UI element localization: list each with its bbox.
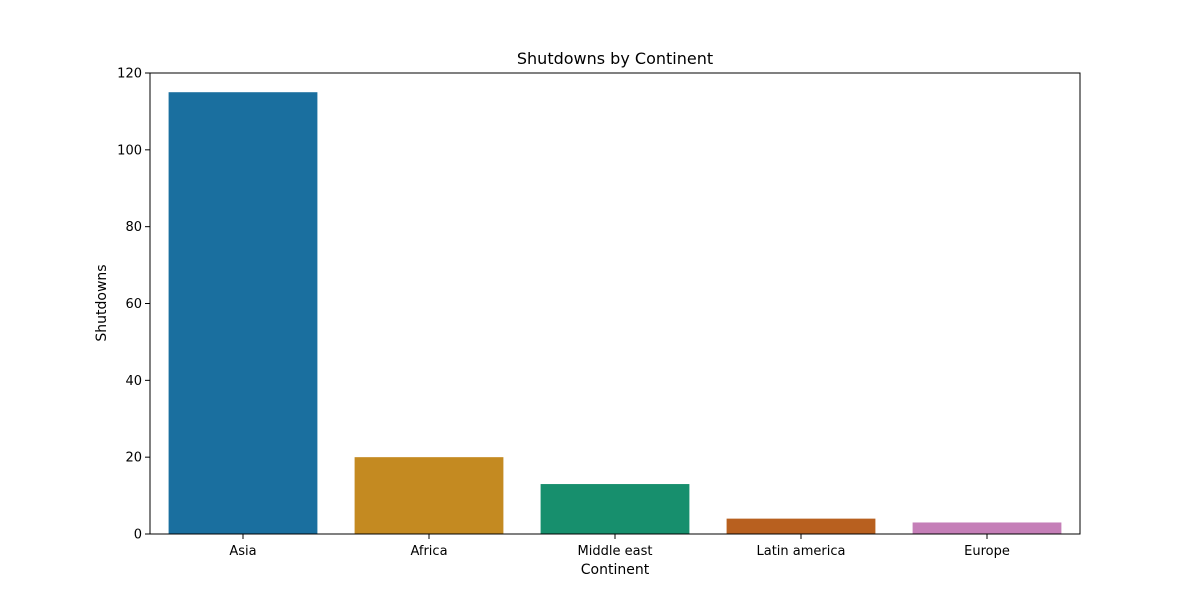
x-axis-label: Continent xyxy=(581,562,650,578)
x-tick-label: Europe xyxy=(964,544,1010,559)
y-tick-label: 60 xyxy=(125,297,142,312)
bar-africa xyxy=(354,457,504,534)
y-tick-label: 40 xyxy=(125,374,142,389)
y-tick-label: 0 xyxy=(134,528,142,543)
plot-frame xyxy=(149,72,1081,535)
y-axis: 0 20 40 60 80 100 120 xyxy=(117,67,150,543)
y-tick-label: 20 xyxy=(125,451,142,466)
x-axis: Asia Africa Middle east Latin america Europe xyxy=(229,534,1010,559)
x-tick-label: Africa xyxy=(410,544,447,559)
y-tick-label: 80 xyxy=(125,220,142,235)
x-tick-label: Latin america xyxy=(757,544,846,559)
chart-title: Shutdowns by Continent xyxy=(517,49,713,68)
bar-middle-east xyxy=(540,484,690,534)
y-axis-label: Shutdowns xyxy=(94,264,110,341)
y-tick-label: 120 xyxy=(117,67,142,82)
bar-latin-america xyxy=(726,518,876,534)
bar-europe xyxy=(912,522,1062,534)
bar-asia xyxy=(168,92,318,534)
y-tick-label: 100 xyxy=(117,143,142,158)
bars xyxy=(168,92,1062,534)
x-tick-label: Middle east xyxy=(578,544,653,559)
x-tick-label: Asia xyxy=(229,544,256,559)
